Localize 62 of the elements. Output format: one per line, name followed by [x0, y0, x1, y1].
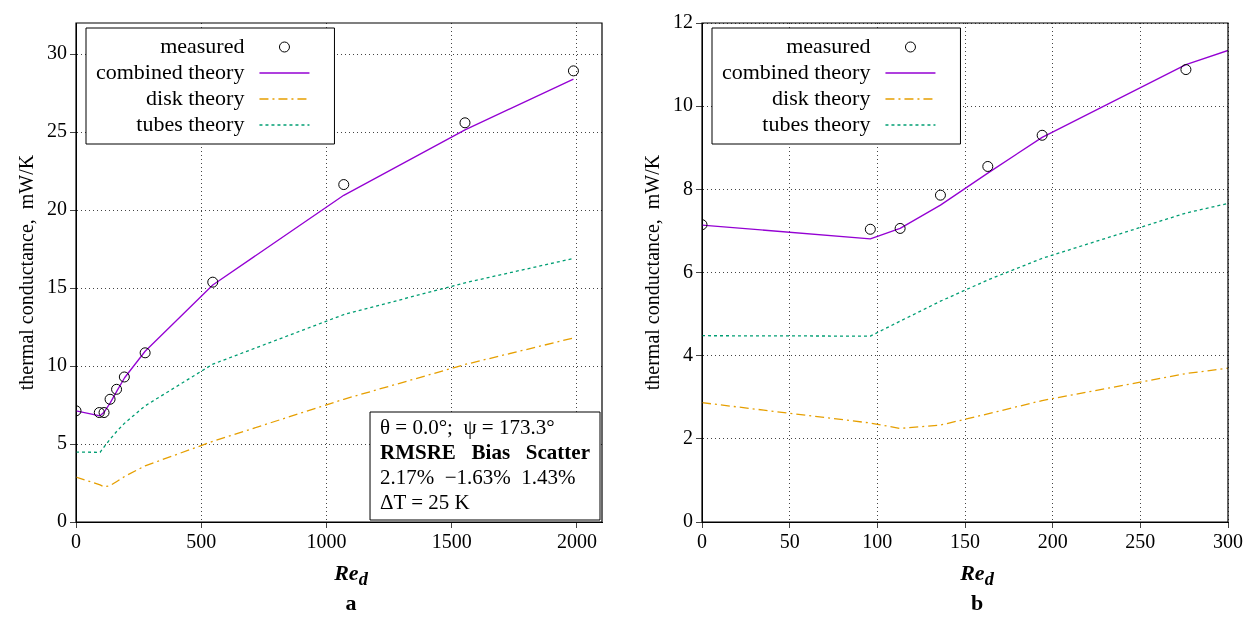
- y-tick-label: 10: [673, 93, 693, 116]
- legend-label: combined theory: [721, 58, 871, 84]
- point: [864, 223, 876, 235]
- y-tick-label: 0: [683, 509, 693, 532]
- y-tick-label: 4: [683, 342, 693, 365]
- y-axis-title: thermal conductance, mW/K: [641, 154, 664, 391]
- legend-label: combined theory: [95, 58, 245, 84]
- point: [459, 117, 471, 129]
- x-tick-label: 100: [862, 530, 893, 553]
- x-tick-label: 250: [1125, 530, 1156, 553]
- y-tick-label: 2: [683, 426, 693, 449]
- y-tick-label: 12: [673, 10, 693, 33]
- point: [1180, 64, 1192, 76]
- point: [934, 189, 946, 201]
- x-tick-label: 0: [71, 530, 81, 553]
- point: [139, 347, 151, 359]
- point: [338, 179, 350, 191]
- y-tick-label: 0: [57, 509, 67, 532]
- text: b: [969, 590, 985, 617]
- x-tick-label: 2000: [556, 530, 597, 553]
- text: a: [344, 590, 358, 617]
- x-axis-title: Re$_{d}$: [959, 560, 995, 591]
- y-tick-label: 25: [47, 119, 67, 142]
- annotation: θ = 0.0°; ψ = 173.3°: [380, 415, 555, 440]
- y-axis-title: thermal conductance, mW/K: [15, 154, 38, 391]
- line-series: [702, 367, 1228, 430]
- y-tick-label: 8: [683, 176, 693, 199]
- point: [118, 371, 130, 383]
- y-tick-label: 6: [683, 259, 693, 282]
- y-tick-label: 30: [47, 41, 67, 64]
- line-series: [702, 202, 1228, 337]
- x-tick-label: 200: [1037, 530, 1068, 553]
- point: [982, 160, 994, 172]
- y-tick-label: 10: [47, 353, 67, 376]
- point: [104, 393, 116, 405]
- annotation: 2.17% −1.63% 1.43%: [380, 465, 576, 490]
- point: [111, 383, 123, 395]
- y-tick-label: 15: [47, 275, 67, 298]
- point: [1036, 129, 1048, 141]
- x-tick-label: 300: [1213, 530, 1243, 553]
- y-tick-label: 5: [57, 431, 67, 454]
- x-tick-label: 1000: [306, 530, 347, 553]
- legend-label: tubes theory: [762, 110, 871, 136]
- point: [207, 276, 219, 288]
- x-axis-title: Re$_{d}$: [333, 560, 369, 591]
- x-tick-label: 50: [779, 530, 800, 553]
- legend-label: disk theory: [146, 84, 245, 110]
- point: [98, 407, 110, 419]
- legend-label: measured: [160, 32, 245, 58]
- legend-label: measured: [786, 32, 871, 58]
- annotation: RMSRE Bias Scatter: [380, 439, 590, 464]
- legend-label: disk theory: [772, 84, 871, 110]
- x-tick-label: 0: [697, 530, 707, 553]
- x-tick-label: 150: [950, 530, 980, 553]
- x-tick-label: 1500: [431, 530, 472, 553]
- point: [567, 65, 579, 77]
- x-tick-label: 500: [186, 530, 217, 553]
- legend-label: tubes theory: [136, 110, 245, 136]
- point: [894, 222, 906, 234]
- y-tick-label: 20: [47, 197, 67, 220]
- point: [93, 407, 105, 419]
- annotation: ΔT = 25 K: [380, 490, 470, 515]
